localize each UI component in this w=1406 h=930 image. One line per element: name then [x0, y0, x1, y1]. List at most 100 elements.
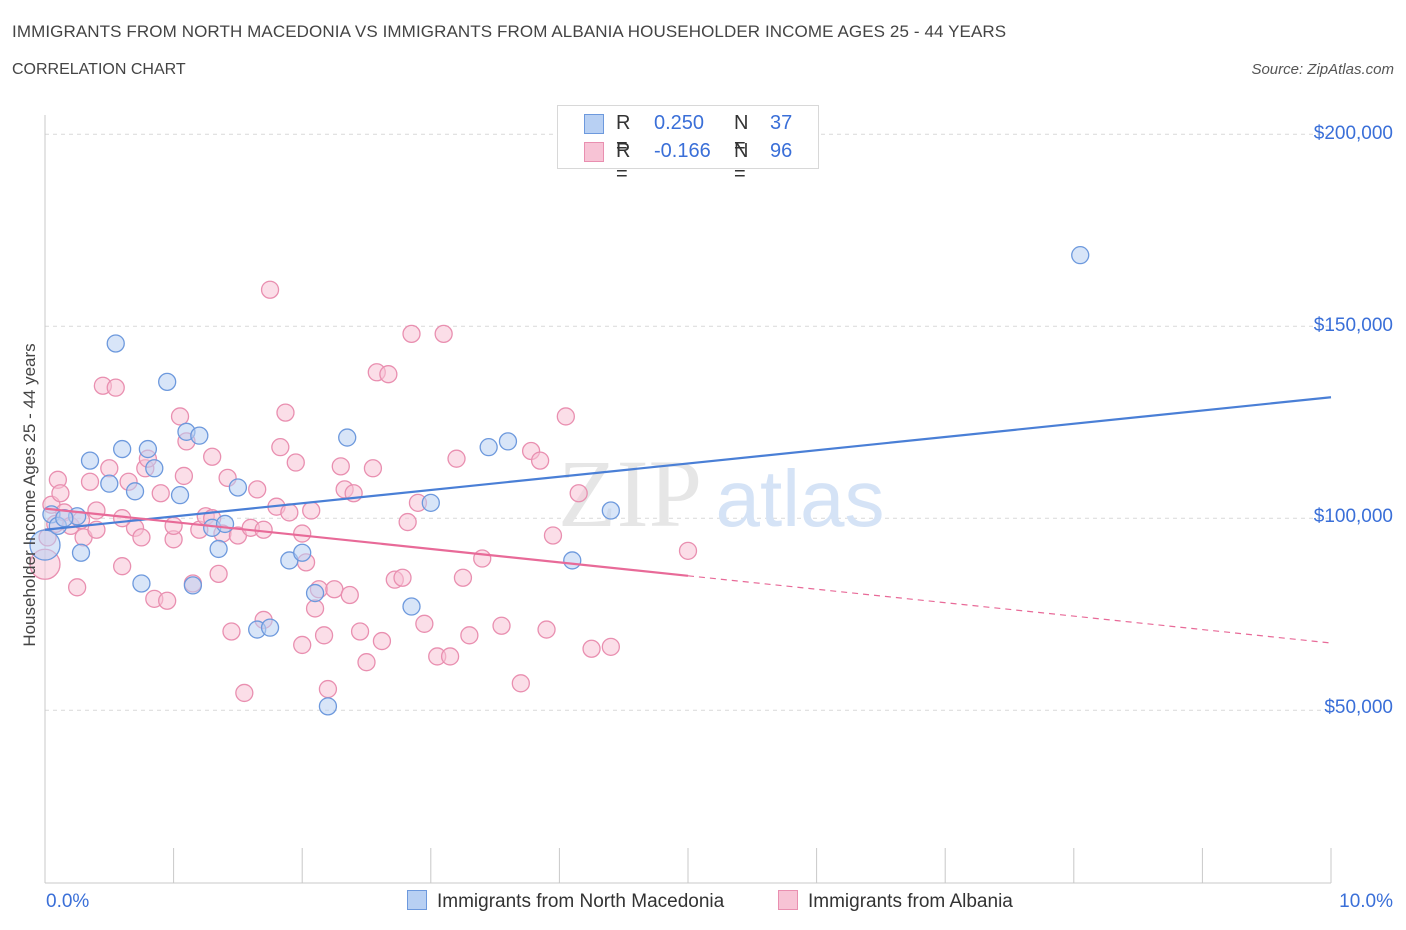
north-macedonia-point	[563, 551, 582, 570]
albania-point	[87, 501, 106, 520]
albania-point	[113, 557, 132, 576]
albania-point	[556, 407, 575, 426]
trend-lines	[44, 396, 1332, 644]
albania-point	[151, 484, 170, 503]
y-axis-label: Householder Income Ages 25 - 44 years	[20, 343, 39, 647]
albania-point	[537, 620, 556, 639]
north-macedonia-point	[71, 543, 91, 562]
north-macedonia-point	[190, 426, 209, 445]
albania-point	[363, 459, 383, 478]
albania-trend-line-projection	[687, 575, 1332, 644]
albania-point	[318, 679, 338, 699]
albania-point	[158, 591, 177, 610]
north-macedonia-point	[228, 478, 248, 497]
albania-point	[68, 578, 87, 597]
north-macedonia-trend-line	[44, 396, 1332, 531]
albania-point	[293, 635, 312, 655]
albania-point	[434, 324, 453, 344]
albania-point	[203, 447, 222, 466]
y-tick-label: $50,000	[1324, 697, 1393, 718]
y-tick-label: $150,000	[1313, 315, 1393, 336]
albania-point	[325, 580, 344, 599]
albania-point	[235, 683, 254, 703]
legend-swatch-pink	[584, 142, 604, 162]
albania-point	[293, 524, 312, 543]
north-macedonia-point	[106, 334, 125, 353]
watermark-atlas: atlas	[716, 454, 885, 543]
albania-point	[511, 674, 530, 693]
x-tick-label: 0.0%	[46, 891, 90, 912]
albania-point	[314, 626, 334, 645]
albania-point	[80, 472, 100, 491]
albania-point	[305, 599, 325, 618]
albania-point	[357, 653, 376, 672]
albania-point	[106, 378, 125, 397]
north-macedonia-point	[125, 482, 145, 501]
albania-trend-line	[44, 507, 689, 577]
north-macedonia-point	[601, 501, 620, 520]
albania-point	[402, 324, 421, 344]
legend-r-label: R =	[616, 140, 631, 185]
albania-point	[393, 568, 412, 587]
north-macedonia-point	[209, 539, 228, 559]
north-macedonia-point	[260, 618, 280, 637]
legend-r-value: -0.166	[654, 140, 711, 162]
correlation-legend: R = 0.250 N = 37 R = -0.166 N = 96	[557, 105, 819, 185]
north-macedonia-point	[132, 574, 151, 593]
albania-point	[174, 466, 194, 486]
albania-point	[543, 526, 563, 545]
albania-point	[170, 407, 190, 426]
legend-swatch-blue	[584, 114, 604, 134]
albania-point	[530, 451, 550, 470]
chart-subtitle: CORRELATION CHART	[12, 61, 186, 78]
x-tick-label: 10.0%	[1339, 891, 1393, 912]
source-label: Source: ZipAtlas.com	[1251, 61, 1394, 78]
albania-point	[280, 503, 299, 522]
albania-point	[492, 616, 511, 635]
albania-point	[569, 484, 588, 503]
albania-point	[460, 626, 479, 645]
north-macedonia-point	[215, 514, 235, 534]
albania-point	[271, 438, 290, 457]
legend-label: Immigrants from Albania	[808, 891, 1013, 912]
albania-point	[222, 622, 241, 641]
albania-point	[302, 501, 321, 520]
north-macedonia-point	[293, 543, 312, 562]
y-tick-label: $100,000	[1313, 506, 1393, 527]
north-macedonia-point	[80, 451, 100, 470]
north-macedonia-point	[29, 529, 61, 561]
north-macedonia-point	[338, 428, 357, 447]
albania-point	[276, 403, 295, 422]
legend-r-value: 0.250	[654, 112, 705, 134]
chart-title: IMMIGRANTS FROM NORTH MACEDONIA VS IMMIG…	[12, 22, 1007, 41]
north-macedonia-point	[113, 439, 132, 459]
albania-point	[350, 622, 370, 641]
albania-point	[260, 280, 280, 299]
legend-n-value: 37	[770, 112, 793, 134]
albania-point	[248, 480, 267, 499]
north-macedonia-point	[145, 459, 164, 478]
albania-point	[164, 516, 183, 536]
legend-label: Immigrants from North Macedonia	[437, 891, 725, 912]
albania-point	[51, 484, 70, 503]
albania-point	[447, 449, 466, 468]
north-macedonia-point	[498, 432, 518, 451]
albania-point	[582, 639, 601, 658]
albania-point	[286, 453, 305, 472]
albania-point	[678, 541, 698, 560]
legend-swatch-blue	[407, 890, 427, 910]
north-macedonia-point	[183, 576, 203, 595]
north-macedonia-point	[479, 438, 498, 457]
grid-lines	[45, 133, 1331, 711]
north-macedonia-point	[170, 486, 190, 505]
north-macedonia-point	[100, 474, 119, 493]
albania-point	[331, 457, 350, 476]
legend-n-value: 96	[770, 140, 793, 162]
north-macedonia-point	[305, 583, 325, 603]
albania-point	[209, 564, 228, 584]
albania-point	[379, 365, 398, 384]
north-macedonia-point	[158, 372, 177, 392]
north-macedonia-point	[318, 697, 338, 716]
legend-item-north-macedonia: Immigrants from North Macedonia	[407, 890, 724, 913]
